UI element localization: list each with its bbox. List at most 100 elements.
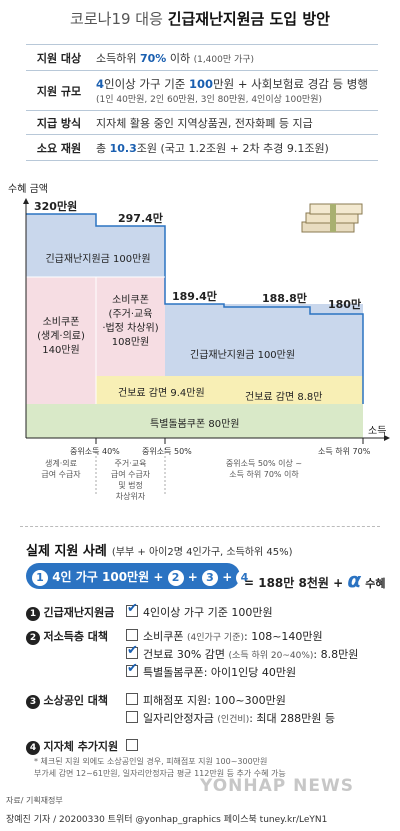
coupon1-line1: 소비쿠폰 xyxy=(42,317,80,328)
option-health-note: (소득 하위 20~40%) xyxy=(228,651,314,661)
formula-circle-4: 4 xyxy=(236,570,253,586)
x-axis-label: 소득 xyxy=(368,426,387,437)
value-label-5: 180만 xyxy=(328,298,362,311)
info-label: 지원 규모 xyxy=(36,84,82,98)
info-row-target: 지원 대상 소득하위 70% 이하 (1,400만 가구) xyxy=(26,45,378,71)
formula-plus-2: + xyxy=(222,570,233,584)
info-row-scale: 지원 규모 4인이상 가구 기준 100만원 + 사회보험료 경감 등 병행 (… xyxy=(26,71,378,111)
value-label-4: 188.8만 xyxy=(262,292,307,305)
group2-line4: 차상위자 xyxy=(115,492,146,501)
option-job-value: : 최대 288만원 등 xyxy=(249,712,336,725)
credit-text: 장예진 기자 / 20200330 트위터 @yonhap_graphics 페… xyxy=(6,815,328,825)
segment-emergency-1b xyxy=(96,226,165,277)
segment-health-1 xyxy=(96,376,224,404)
section-divider xyxy=(20,526,380,527)
group3-line2: 소득 하위 70% 이하 xyxy=(229,470,299,479)
item-2-option-2: 건보료 30% 감면 (소득 하위 20~40%): 8.8만원 xyxy=(143,646,358,662)
item-1: 1 긴급재난지원금 xyxy=(26,604,114,621)
option-coupon-label: 소비쿠폰 xyxy=(143,630,184,643)
example-subtitle: (부부 + 아이2명 4인가구, 소득하위 45%) xyxy=(111,547,293,558)
coupon1-line3: 140만원 xyxy=(42,345,80,356)
money-bundle-icon xyxy=(300,198,364,238)
group1-line1: 생계·의료 xyxy=(45,459,77,468)
formula-circle-2: 2 xyxy=(167,570,184,586)
example-header: 실제 지원 사례 (부부 + 아이2명 4인가구, 소득하위 45%) xyxy=(26,540,293,559)
item-2-option-3: 특별돌봄쿠폰: 아이1인당 40만원 xyxy=(143,664,296,680)
group2-line1: 주거·교육 xyxy=(114,459,147,468)
option-care-label: 특별돌봄쿠폰 xyxy=(143,666,204,679)
footnote-line2: 부가세 감면 12~61만원, 일자리안정자금 평균 112만원 등 추가 수혜… xyxy=(34,769,286,778)
example-title: 실제 지원 사례 xyxy=(26,544,107,559)
x-axis-arrow xyxy=(384,435,390,441)
label-coupon-1: 소비쿠폰 (생계·의료) 140만원 xyxy=(26,316,96,358)
formula-content: 1 4인 가구 100만원 + 2 + 3 + 4 xyxy=(32,568,253,586)
value-label-3: 189.4만 xyxy=(172,290,217,303)
chart-outline xyxy=(26,213,364,404)
info-row-budget: 소요 재원 총 10.3조원 (국고 1.2조원 + 2차 추경 9.1조원) xyxy=(26,135,378,161)
group2-line2: 급여 수급자 xyxy=(110,470,151,479)
segment-health-2 xyxy=(224,376,363,404)
scale-suffix: 만원 + 사회보험료 경감 등 병행 xyxy=(213,77,368,91)
method-text: 지자체 활용 중인 지역상품권, 전자화폐 등 지급 xyxy=(96,116,313,130)
item-4-number: 4 xyxy=(26,741,40,755)
item-2-title: 저소득층 대책 xyxy=(43,630,109,643)
label-emergency-1: 긴급재난지원금 100만원 xyxy=(45,254,151,265)
checkbox-emergency[interactable] xyxy=(126,601,138,617)
formula-result: = 188만 8천원 + α 수혜 xyxy=(244,568,386,592)
info-label: 소요 재원 xyxy=(36,141,82,155)
option-store-label: 피해점포 지원 xyxy=(143,694,208,707)
result-text: = 188만 8천원 + xyxy=(244,576,344,590)
page-title: 코로나19 대응 긴급재난지원금 도입 방안 xyxy=(0,8,400,29)
value-label-1: 320만원 xyxy=(34,200,78,213)
option-health-value: : 8.8만원 xyxy=(313,648,359,661)
watermark: YONHAP NEWS xyxy=(200,776,354,796)
label-care: 특별돌봄쿠폰 80만원 xyxy=(150,419,240,430)
value-label-2: 297.4만 xyxy=(118,212,163,225)
info-value: 4인이상 가구 기준 100만원 + 사회보험료 경감 등 병행 (1인 40만… xyxy=(96,71,378,110)
item-3-option-2: 일자리안정자금 (인건비): 최대 288만원 등 xyxy=(143,710,335,726)
segment-emergency-1a xyxy=(26,214,96,277)
target-note: (1,400만 가구) xyxy=(193,54,255,65)
checkbox-store[interactable] xyxy=(126,693,138,705)
coupon1-line2: (생계·의료) xyxy=(37,331,85,342)
info-value: 총 10.3조원 (국고 1.2조원 + 2차 추경 9.1조원) xyxy=(96,135,378,160)
label-coupon-2: 소비쿠폰 (주거·교육 ·법정 차상위) 108만원 xyxy=(96,294,165,350)
coupon2-line1: 소비쿠폰 xyxy=(112,295,149,306)
scale-bold1: 4 xyxy=(96,77,105,91)
scale-mid: 인이상 가구 기준 xyxy=(104,77,190,91)
item-2-number: 2 xyxy=(26,631,40,645)
formula-plus-1: + xyxy=(187,570,198,584)
item-1-number: 1 xyxy=(26,607,40,621)
group3-line1: 중위소득 50% 이상 ~ xyxy=(225,459,303,468)
title-part2: 긴급재난지원금 도입 방안 xyxy=(167,10,330,28)
support-chart: 수혜 금액 소득 320만원 297.4만 189.4만 188.8만 180만… xyxy=(0,176,400,506)
formula-circle-1: 1 xyxy=(32,570,48,586)
item-3: 3 소상공인 대책 xyxy=(26,692,108,709)
item-3-title: 소상공인 대책 xyxy=(43,694,109,707)
coupon2-line3: ·법정 차상위) xyxy=(102,323,159,334)
formula-text-1: 4인 가구 100만원 + xyxy=(52,570,164,584)
title-part1: 코로나19 대응 xyxy=(70,10,163,28)
footnote-line1: * 체크된 지원 외에도 소상공인일 경우, 피해점포 지원 100~300만원 xyxy=(34,757,268,766)
item-1-title: 긴급재난지원금 xyxy=(43,606,115,619)
checkbox-care[interactable] xyxy=(126,661,138,677)
info-table: 지원 대상 소득하위 70% 이하 (1,400만 가구) 지원 규모 4인이상… xyxy=(26,44,378,161)
checkbox-coupon[interactable] xyxy=(126,629,138,641)
checkbox-health[interactable] xyxy=(126,643,138,659)
checkbox-job[interactable] xyxy=(126,711,138,723)
coupon2-line2: (주거·교육 xyxy=(108,309,153,320)
label-emergency-2: 긴급재난지원금 100만원 xyxy=(190,350,296,361)
alpha-symbol: α xyxy=(347,568,362,592)
scale-bold2: 100 xyxy=(189,77,214,91)
group-label-2: 주거·교육 급여 수급자 및 법정 차상위자 xyxy=(96,458,165,502)
checkbox-local[interactable] xyxy=(126,739,138,751)
target-percent: 70% xyxy=(139,51,167,65)
item-4-title: 지자체 추가지원 xyxy=(43,740,119,753)
option-coupon-value: : 108~140만원 xyxy=(244,630,323,643)
group-label-3: 중위소득 50% 이상 ~ 소득 하위 70% 이하 xyxy=(165,458,363,480)
y-axis-label: 수혜 금액 xyxy=(8,184,48,195)
scale-detail: (1인 40만원, 2인 60만원, 3인 80만원, 4인이상 100만원) xyxy=(96,95,322,105)
chart-svg xyxy=(23,198,390,494)
group-label-1: 생계·의료 급여 수급자 xyxy=(26,458,96,480)
target-prefix: 소득하위 xyxy=(96,51,140,65)
